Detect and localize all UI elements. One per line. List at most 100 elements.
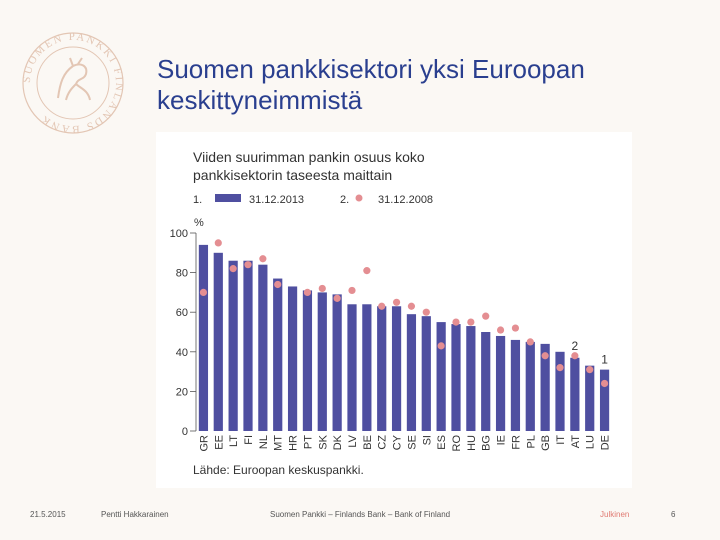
bar-SE xyxy=(406,314,417,431)
bar-SK xyxy=(317,292,327,431)
dot-BE xyxy=(363,267,371,275)
dot-MT xyxy=(274,280,282,289)
bar-LT xyxy=(228,260,238,431)
bar-HR xyxy=(287,286,298,431)
dot-CZ xyxy=(378,302,386,310)
footer-classification: Julkinen xyxy=(600,510,630,519)
legend-label-1: 31.12.2013 xyxy=(249,194,304,206)
bar-series xyxy=(198,244,610,431)
x-tick-label-RO: RO xyxy=(451,435,463,452)
legend-number-2: 2. xyxy=(340,194,349,206)
x-tick-label-CZ: CZ xyxy=(377,435,389,450)
dot-BG xyxy=(482,312,490,320)
dot-series xyxy=(199,239,609,388)
x-tick-label-PL: PL xyxy=(525,435,537,448)
chart-source: Lähde: Euroopan keskuspankki. xyxy=(193,463,364,477)
x-tick-label-AT: AT xyxy=(570,435,582,449)
dot-DK xyxy=(333,294,341,302)
dot-IE xyxy=(496,326,505,334)
x-tick-label-SE: SE xyxy=(406,435,418,450)
x-tick-label-CY: CY xyxy=(392,434,404,450)
y-tick-label: 40 xyxy=(176,347,188,359)
bar-IE xyxy=(495,335,506,431)
bar-MT xyxy=(273,278,283,431)
x-tick-label-ES: ES xyxy=(436,435,448,450)
bar-HU xyxy=(466,326,476,431)
x-tick-label-LT: LT xyxy=(228,435,240,447)
dot-IT xyxy=(556,364,564,372)
bar-PL xyxy=(525,341,535,431)
bank-concentration-chart: Viiden suurimman pankin osuus koko pankk… xyxy=(170,149,612,477)
x-tick-label-GR: GR xyxy=(198,435,210,452)
bar-RO xyxy=(451,324,461,431)
dot-LT xyxy=(229,265,237,273)
y-tick-label: 20 xyxy=(176,386,188,398)
legend-label-2: 31.12.2008 xyxy=(378,194,433,206)
y-tick-label: 100 xyxy=(170,228,188,240)
slide-title-line-2: keskittyneimmistä xyxy=(157,85,363,115)
bar-FR xyxy=(510,339,521,431)
footer-date: 21.5.2015 xyxy=(30,510,66,519)
slide-title-line-1: Suomen pankkisektori yksi Euroopan xyxy=(157,54,585,84)
bar-DE xyxy=(599,369,610,431)
dot-DE xyxy=(600,379,609,388)
x-tick-label-BE: BE xyxy=(362,435,374,450)
x-tick-label-DK: DK xyxy=(332,434,344,450)
x-tick-label-NL: NL xyxy=(258,435,270,449)
dot-HU xyxy=(467,318,475,326)
dot-PT xyxy=(303,288,312,296)
dot-ES xyxy=(437,342,445,350)
slide-title: Suomen pankkisektori yksi Euroopan keski… xyxy=(157,54,677,116)
bank-logo-seal: SUOMEN PANKKI FINLANDS BANK xyxy=(21,31,124,135)
x-tick-label-BG: BG xyxy=(481,435,493,451)
dot-PL xyxy=(526,338,534,346)
x-tick-label-HR: HR xyxy=(288,435,300,451)
footer-author: Pentti Hakkarainen xyxy=(101,510,169,519)
x-tick-label-DE: DE xyxy=(600,435,612,450)
x-tick-label-SK: SK xyxy=(317,434,329,449)
y-axis: 0 20 40 60 80 100 xyxy=(170,228,197,438)
annotation-DE: 1 xyxy=(601,353,608,367)
dot-CY xyxy=(392,298,401,306)
dot-GR xyxy=(199,288,208,296)
bar-NL xyxy=(258,264,268,431)
footer-bank: Suomen Pankki – Finlands Bank – Bank of … xyxy=(270,510,451,519)
x-tick-label-MT: MT xyxy=(273,435,285,451)
x-tick-label-IT: IT xyxy=(555,435,567,445)
bar-EE xyxy=(213,252,223,431)
bar-BE xyxy=(362,304,372,431)
x-tick-label-LU: LU xyxy=(585,435,597,449)
x-axis-labels: GR EE LT FI NL MT HR PT SK DK LV BE CZ CY SE SI ES RO HU BG… xyxy=(198,434,611,451)
chart-panel: Viiden suurimman pankin osuus koko pankk… xyxy=(156,132,632,488)
lion-icon xyxy=(57,57,91,101)
bar-AT xyxy=(570,357,580,431)
x-tick-label-EE: EE xyxy=(213,435,225,450)
bar-LV xyxy=(347,304,357,431)
dot-SI xyxy=(422,308,430,316)
bar-CZ xyxy=(377,306,387,431)
legend-number-1: 1. xyxy=(193,194,202,206)
dot-FR xyxy=(511,324,520,332)
footer-page-number: 6 xyxy=(671,510,676,519)
x-tick-label-IE: IE xyxy=(496,435,508,445)
dot-LV xyxy=(348,286,356,295)
bar-GB xyxy=(540,343,550,431)
x-tick-label-PT: PT xyxy=(302,435,314,449)
dot-RO xyxy=(452,318,460,326)
bar-BG xyxy=(481,332,491,431)
annotation-AT: 2 xyxy=(572,339,579,353)
chart-annotations: 21 xyxy=(572,339,609,367)
legend-swatch-dot xyxy=(355,194,363,202)
x-tick-label-LV: LV xyxy=(347,434,359,447)
bar-GR xyxy=(198,244,209,431)
dot-NL xyxy=(259,255,267,263)
y-tick-label: 0 xyxy=(182,426,188,438)
bar-DK xyxy=(332,294,342,431)
x-tick-label-GB: GB xyxy=(540,435,552,451)
x-tick-label-HU: HU xyxy=(466,435,478,451)
x-tick-label-FR: FR xyxy=(510,435,522,450)
bar-PT xyxy=(302,290,313,431)
bar-ES xyxy=(436,322,446,431)
y-tick-label: 60 xyxy=(176,307,188,319)
x-tick-label-FI: FI xyxy=(243,435,255,445)
